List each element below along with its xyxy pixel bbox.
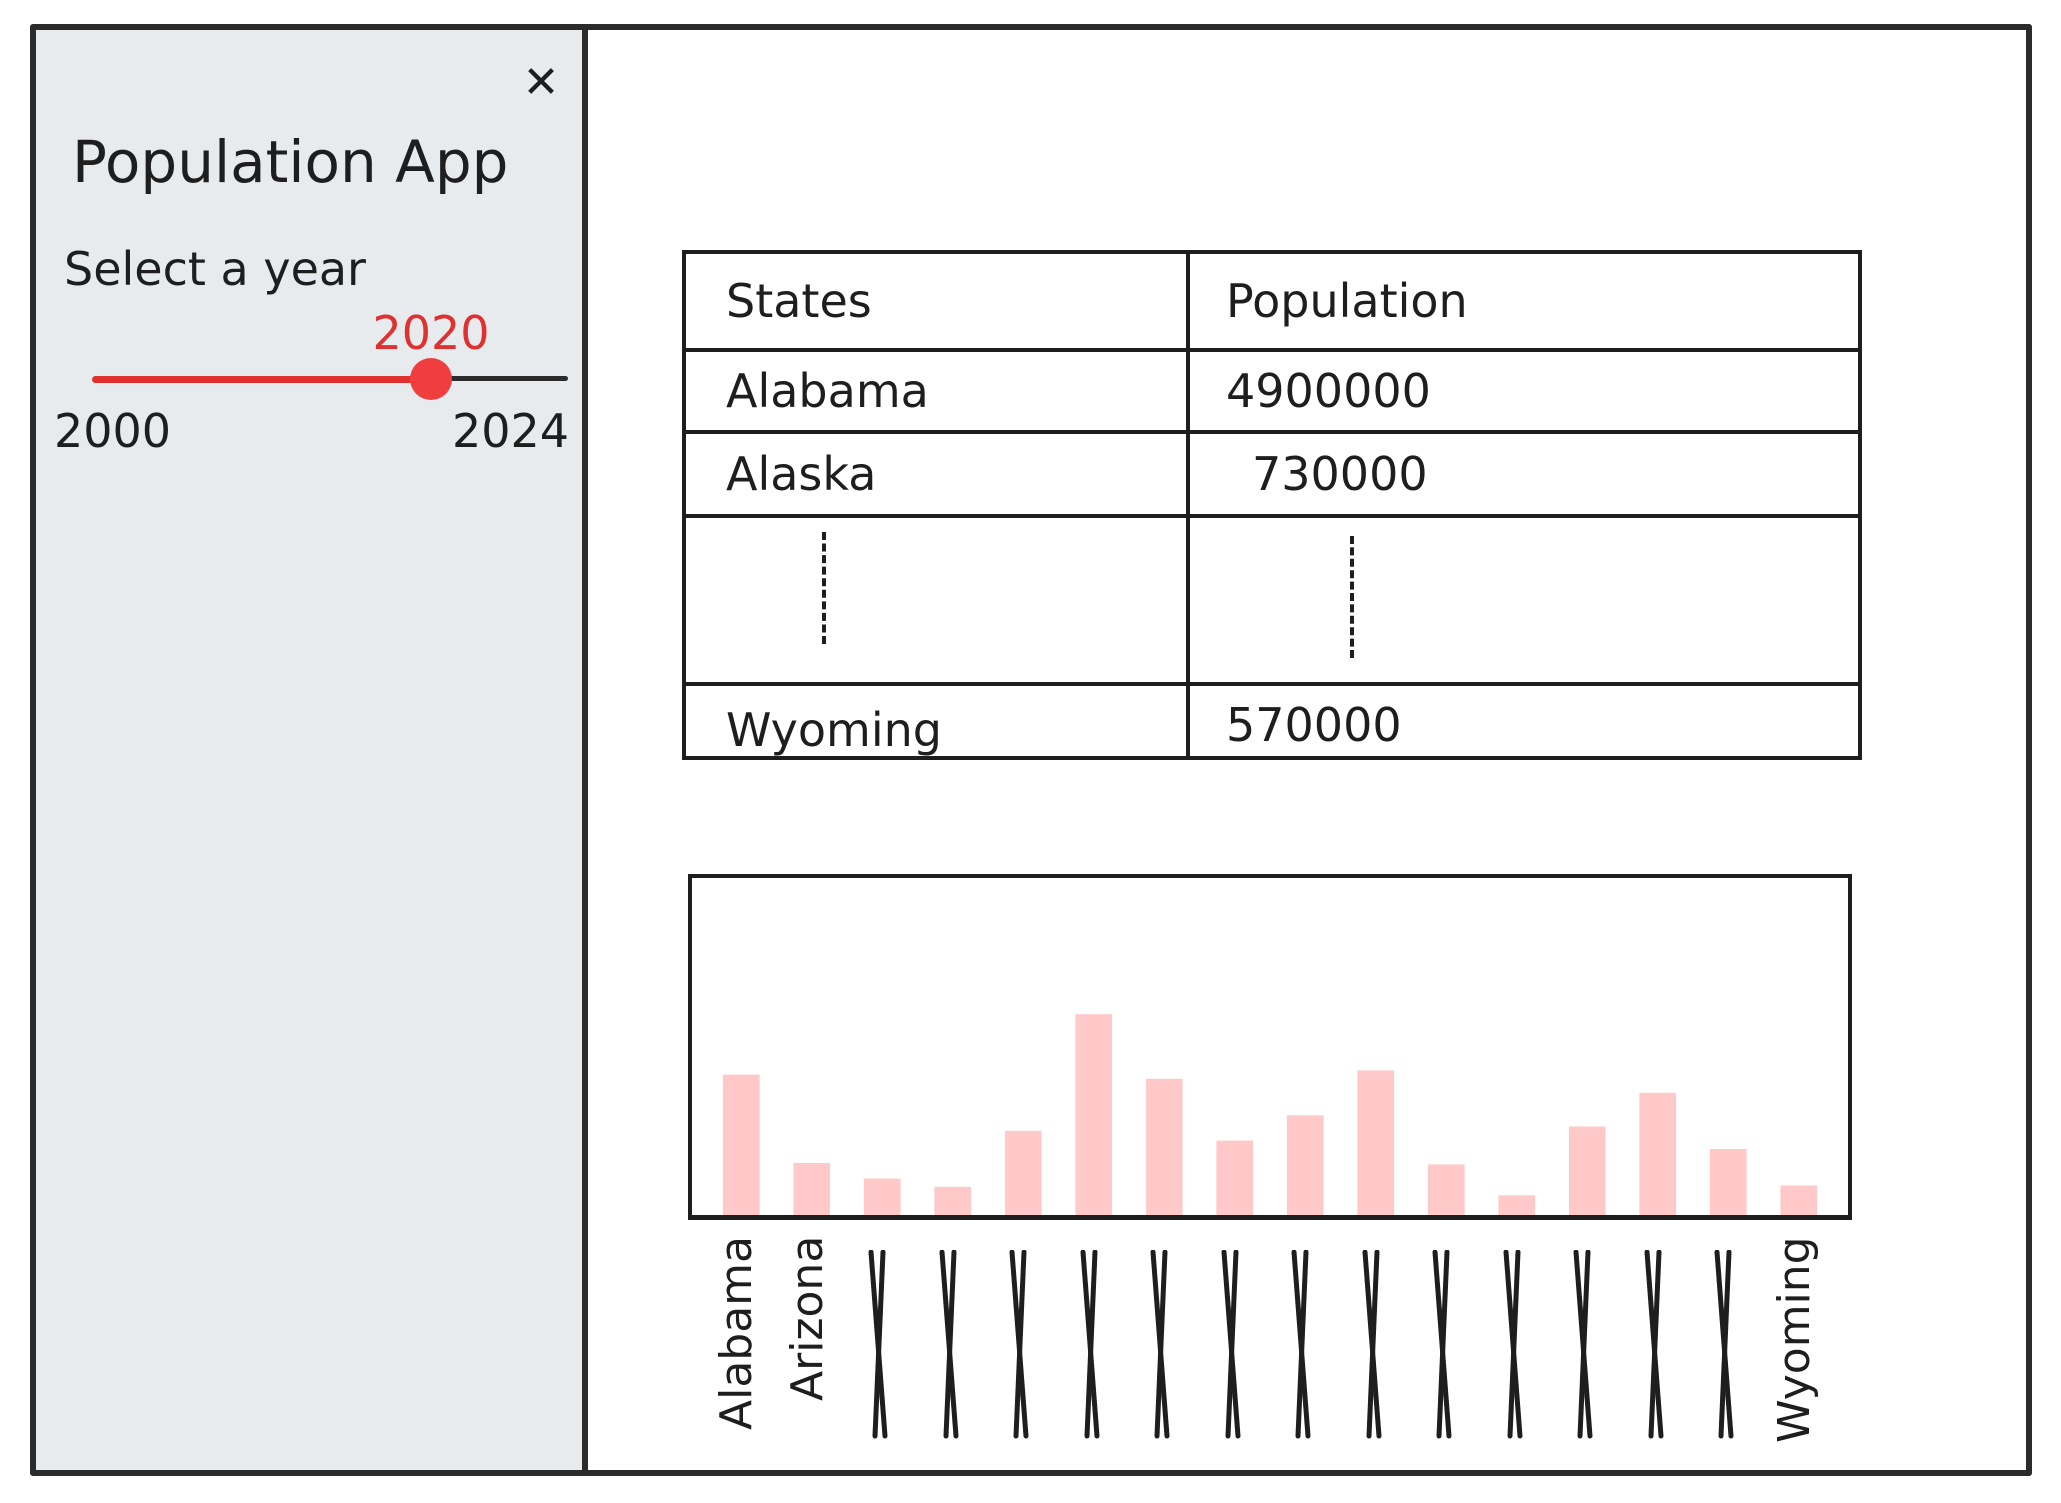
header-population: Population xyxy=(1226,274,1468,328)
bar-state-9 xyxy=(1286,1115,1324,1215)
chart-plot-area xyxy=(722,1014,1818,1215)
x-tick-placeholder xyxy=(1150,1250,1170,1439)
cell-state: Wyoming xyxy=(726,702,942,757)
x-tick-placeholder xyxy=(1573,1250,1593,1439)
bar-state-7 xyxy=(1145,1078,1183,1215)
bar-alabama xyxy=(722,1074,760,1215)
bar-wyoming xyxy=(1780,1185,1818,1215)
slider-track xyxy=(431,376,568,381)
population-table: States Population Alabama 4900000 Alaska… xyxy=(682,250,1862,760)
slider-value-label: 2020 xyxy=(372,306,490,360)
column-divider xyxy=(1186,254,1190,756)
table-row-ellipsis xyxy=(686,514,1858,682)
table-row: Wyoming 570000 xyxy=(686,682,1858,764)
bar-state-4 xyxy=(934,1186,972,1215)
chart-x-axis-labels: Alabama Arizona Wyoming xyxy=(688,1236,1852,1466)
x-tick-placeholder xyxy=(939,1250,959,1439)
bar-state-14 xyxy=(1639,1092,1677,1215)
bar-state-3 xyxy=(863,1178,901,1215)
bar-state-5 xyxy=(1004,1130,1042,1215)
slider-min-label: 2000 xyxy=(54,404,172,458)
sidebar xyxy=(36,30,588,1470)
slider-thumb[interactable] xyxy=(410,358,452,400)
cell-population: 730000 xyxy=(1252,447,1428,501)
x-tick-placeholder xyxy=(1432,1250,1452,1439)
bar-state-8 xyxy=(1216,1140,1254,1215)
x-tick-placeholder xyxy=(1362,1250,1382,1439)
bar-state-11 xyxy=(1427,1164,1465,1215)
header-states: States xyxy=(726,274,872,328)
x-tick-placeholder xyxy=(1009,1250,1029,1439)
x-tick-placeholder xyxy=(868,1250,888,1439)
x-tick-placeholder xyxy=(1714,1250,1734,1439)
year-slider[interactable] xyxy=(92,358,568,400)
close-icon[interactable]: ✕ xyxy=(522,57,560,108)
bar-state-13 xyxy=(1568,1126,1606,1215)
x-tick-label: Arizona xyxy=(781,1236,833,1402)
app-title: Population App xyxy=(72,128,509,196)
bar-state-12 xyxy=(1498,1195,1536,1215)
cell-population: 570000 xyxy=(1226,698,1402,752)
x-tick-placeholder xyxy=(1644,1250,1664,1439)
slider-track-filled xyxy=(92,376,431,383)
cell-population: 4900000 xyxy=(1226,364,1431,418)
table-header-row: States Population xyxy=(686,254,1858,348)
population-bar-chart xyxy=(688,874,1852,1220)
table-row: Alabama 4900000 xyxy=(686,348,1858,430)
cell-state: Alabama xyxy=(726,364,929,418)
x-tick-placeholder xyxy=(1503,1250,1523,1439)
bar-arizona xyxy=(793,1163,831,1215)
x-tick-label: Alabama xyxy=(711,1236,763,1431)
slider-max-label: 2024 xyxy=(452,404,570,458)
cell-state: Alaska xyxy=(726,447,877,501)
bar-state-10 xyxy=(1357,1070,1395,1215)
bar-state-6 xyxy=(1075,1014,1113,1215)
select-year-label: Select a year xyxy=(64,242,366,296)
x-tick-placeholder xyxy=(1221,1250,1241,1439)
x-tick-placeholder xyxy=(1291,1250,1311,1439)
bar-state-15 xyxy=(1709,1149,1747,1215)
x-tick-placeholder xyxy=(1080,1250,1100,1439)
table-row: Alaska 730000 xyxy=(686,430,1858,514)
x-tick-label: Wyoming xyxy=(1768,1236,1820,1443)
ellipsis-mark xyxy=(822,532,826,644)
app-window xyxy=(30,24,2032,1476)
ellipsis-mark xyxy=(1350,536,1354,658)
